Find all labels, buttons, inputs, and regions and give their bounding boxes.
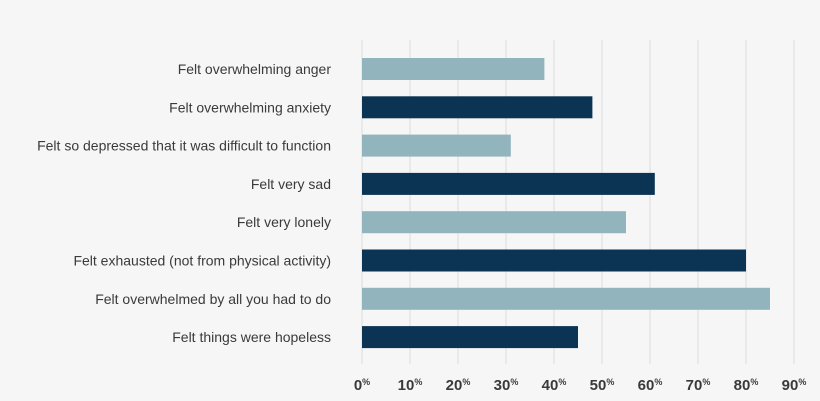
bar [362,326,578,349]
category-label: Felt overwhelming anxiety [169,99,331,115]
bar [362,96,593,119]
category-label: Felt so depressed that it was difficult … [37,138,331,154]
bar [362,211,626,234]
category-label: Felt exhausted (not from physical activi… [73,253,331,269]
category-label: Felt overwhelmed by all you had to do [95,291,331,307]
x-tick-label: 0% [354,377,370,394]
x-tick-label: 30% [494,377,519,394]
x-tick-label: 80% [734,377,759,394]
category-label: Felt very lonely [237,214,331,230]
gridlines [361,40,795,364]
x-tick-label: 10% [398,377,423,394]
x-tick-label: 50% [590,377,615,394]
bar [362,134,511,157]
bar [362,58,545,80]
bar [362,287,770,310]
x-tick-label: 40% [542,377,567,394]
x-axis-ticks: 0% 10% 20% 30% 40% 50% 60% 70% 80% 90% [354,377,807,394]
x-tick-label: 60% [638,377,663,394]
category-labels: Felt overwhelming anger Felt overwhelming… [37,61,331,345]
category-label: Felt things were hopeless [172,329,331,345]
x-tick-label: 90% [782,377,807,394]
bar [362,249,746,272]
category-label: Felt very sad [251,176,331,192]
x-tick-label: 70% [686,377,711,394]
category-label: Felt overwhelming anger [178,61,332,77]
bar [362,172,655,195]
x-tick-label: 20% [446,377,471,394]
bars [362,58,770,349]
